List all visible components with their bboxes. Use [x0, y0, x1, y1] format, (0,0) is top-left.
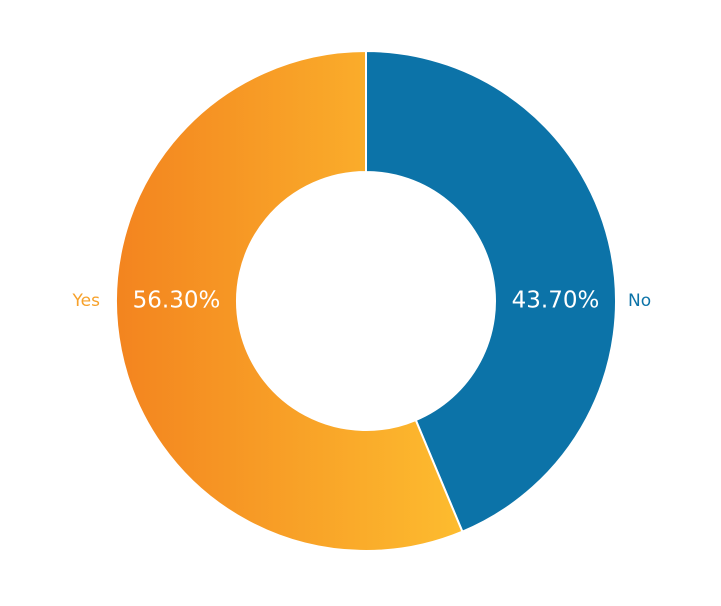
- slice-no: [365, 49, 617, 533]
- donut-labels: No 43.70% Yes 56.30%: [72, 288, 652, 314]
- slice-label-no: No: [628, 291, 651, 311]
- slice-value-yes: 56.30%: [133, 288, 221, 314]
- slice-value-no: 43.70%: [512, 288, 600, 314]
- slice-yes: [115, 49, 464, 552]
- donut-slices: [115, 49, 617, 552]
- slice-label-yes: Yes: [72, 291, 101, 311]
